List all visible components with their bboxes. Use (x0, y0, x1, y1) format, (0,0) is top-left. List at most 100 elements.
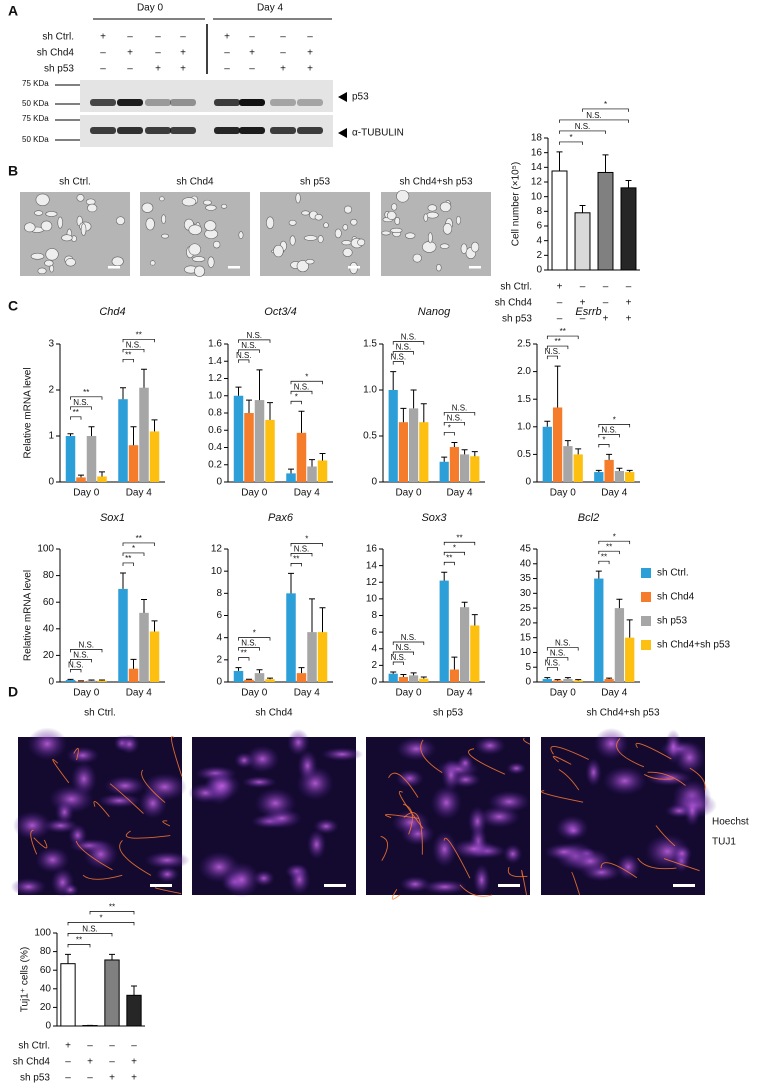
colony (427, 232, 433, 244)
y-tick-label: 2 (216, 654, 222, 665)
y-tick-label: 2 (371, 660, 377, 671)
significance-bracket (443, 541, 476, 546)
y-axis-label: Relative mRNA level (23, 367, 34, 458)
significance-label: N.S. (246, 331, 262, 340)
error-bar (235, 386, 242, 396)
neurite (109, 783, 144, 814)
y-tick-label: 100 (37, 544, 54, 555)
colony (314, 213, 323, 221)
neurite (75, 840, 113, 871)
condition-sign: + (307, 48, 313, 59)
band (170, 127, 196, 134)
significance-bracket (546, 355, 558, 360)
condition-sign: – (307, 32, 313, 43)
condition-label: sh p53 (502, 314, 532, 325)
condition-sign: + (249, 48, 255, 59)
nucleus-cluster (241, 776, 277, 789)
y-tick-label: 0.4 (208, 442, 222, 453)
error-bar (575, 448, 582, 455)
nucleus-cluster (35, 846, 70, 873)
y-tick-label: 2 (48, 385, 54, 396)
neurite (391, 888, 401, 900)
colony (150, 260, 156, 266)
significance-label: * (305, 534, 308, 543)
significance-label: N.S. (68, 660, 84, 669)
nucleus-cluster (487, 790, 531, 813)
condition-sign: – (180, 32, 186, 43)
significance-bracket (598, 560, 610, 565)
error-bar (246, 399, 252, 413)
band (90, 127, 116, 134)
colony (192, 256, 206, 263)
error-bar (451, 441, 458, 448)
error-bar (606, 677, 613, 680)
condition-sign: – (580, 314, 586, 325)
significance-bracket (238, 349, 260, 353)
significance-label: N.S. (82, 924, 98, 933)
nucleus-cluster (395, 769, 424, 788)
bar (244, 679, 254, 682)
significance-bracket (443, 561, 455, 566)
error-bar (288, 572, 294, 594)
significance-bracket (392, 361, 404, 365)
condition-sign: – (224, 48, 230, 59)
condition-label: sh Chd4 (13, 1057, 51, 1068)
error-bar (288, 468, 294, 474)
neurite (388, 772, 419, 798)
significance-bracket (238, 657, 250, 661)
colony (57, 216, 63, 229)
colony (194, 265, 205, 277)
y-tick-label: 40 (43, 623, 55, 634)
band-label: p53 (352, 92, 369, 103)
colony (80, 223, 87, 236)
y-tick-label: 12 (531, 177, 543, 188)
nucleus-cluster (474, 736, 506, 756)
neurite (93, 801, 110, 817)
x-tick-label: Day 4 (126, 688, 153, 699)
condition-sign: – (557, 298, 563, 309)
colony (161, 214, 167, 224)
neurite (33, 837, 48, 849)
bar (388, 390, 398, 482)
significance-label: ** (109, 902, 115, 911)
x-tick-label: Day 0 (550, 688, 577, 699)
y-tick-label: 14 (531, 162, 543, 173)
significance-bracket (67, 933, 113, 937)
band (297, 127, 323, 134)
condition-label: sh Ctrl. (42, 32, 74, 43)
error-bar (298, 410, 305, 433)
fluorescence (188, 728, 364, 898)
error-bar (390, 671, 397, 674)
bar (233, 395, 244, 482)
band (270, 99, 296, 106)
significance-label: ** (601, 552, 607, 561)
significance-bracket (546, 345, 569, 350)
colony (342, 224, 348, 231)
bar (398, 422, 408, 482)
nucleus-cluster (155, 866, 180, 883)
condition-sign: – (280, 32, 286, 43)
fluorescence (380, 736, 531, 900)
significance-bracket (290, 400, 302, 405)
band (214, 127, 240, 134)
y-tick-label: 8 (371, 610, 377, 621)
nucleus-cluster (506, 762, 527, 775)
colony (49, 264, 55, 273)
significance-label: N.S. (73, 398, 89, 407)
condition-sign: + (180, 64, 186, 75)
condition-sign: – (65, 1057, 71, 1068)
y-tick-label: 1.4 (208, 356, 222, 367)
error-bar (65, 953, 71, 964)
y-tick-label: 30 (520, 588, 532, 599)
significance-bracket (70, 396, 103, 400)
scale-bar (673, 884, 695, 887)
significance-label: ** (241, 649, 247, 658)
y-axis-label: Cell number (×10⁵) (511, 162, 522, 246)
colony (301, 210, 310, 216)
neurite (663, 858, 700, 872)
band (170, 99, 196, 106)
neurite (558, 769, 580, 791)
error-bar (390, 371, 397, 390)
bar (286, 593, 296, 682)
nucleus-cluster (430, 785, 462, 820)
